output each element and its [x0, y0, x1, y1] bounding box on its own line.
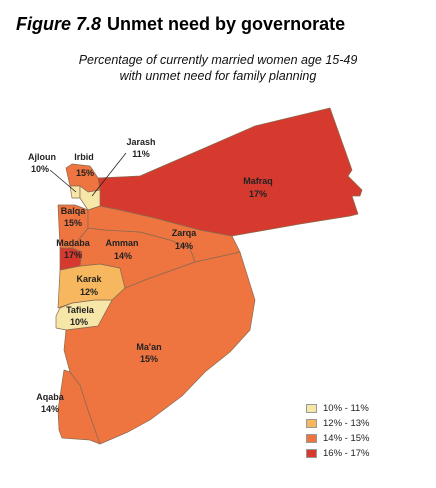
- label-tafiela-value: 10%: [70, 317, 88, 327]
- legend-label: 12% - 13%: [323, 418, 370, 429]
- label-jarash-value: 11%: [132, 149, 150, 159]
- region-mafraq: [97, 107, 363, 237]
- label-ajloun-name: Ajloun: [28, 152, 56, 162]
- label-karak-name: Karak: [76, 274, 102, 284]
- label-irbid-value: 15%: [76, 168, 94, 178]
- label-maan-value: 15%: [140, 354, 158, 364]
- legend-item-14-15: 14% - 15%: [306, 431, 369, 446]
- map-legend: 10% - 11% 12% - 13% 14% - 15% 16% - 17%: [306, 401, 369, 461]
- label-zarqa-value: 14%: [175, 241, 193, 251]
- jarash-leader-line: [91, 152, 127, 197]
- label-mafraq-name: Mafraq: [243, 176, 273, 186]
- label-aqaba-name: Aqaba: [36, 392, 65, 402]
- figure-number: Figure 7.8: [16, 14, 102, 34]
- label-mafraq-value: 17%: [249, 189, 267, 199]
- figure-title-text: Unmet need by governorate: [107, 14, 346, 34]
- legend-item-12-13: 12% - 13%: [306, 416, 369, 431]
- label-amman-name: Amman: [105, 238, 138, 248]
- legend-item-16-17: 16% - 17%: [306, 446, 369, 461]
- label-balqa-value: 15%: [64, 218, 82, 228]
- label-jarash-name: Jarash: [126, 137, 155, 147]
- label-maan-name: Ma'an: [136, 342, 161, 352]
- ajloun-leader-line: [49, 169, 77, 193]
- legend-swatch: [306, 449, 317, 458]
- label-ajloun-value: 10%: [31, 164, 49, 174]
- legend-swatch: [306, 404, 317, 413]
- legend-swatch: [306, 434, 317, 443]
- legend-item-10-11: 10% - 11%: [306, 401, 369, 416]
- label-amman-value: 14%: [114, 251, 132, 261]
- label-aqaba-value: 14%: [41, 404, 59, 414]
- legend-swatch: [306, 419, 317, 428]
- legend-label: 10% - 11%: [323, 403, 369, 414]
- label-balqa-name: Balqa: [61, 206, 87, 216]
- label-karak-value: 12%: [80, 287, 98, 297]
- subtitle-line-2: with unmet need for family planning: [119, 69, 317, 83]
- label-madaba-name: Madaba: [56, 238, 91, 248]
- label-zarqa-name: Zarqa: [172, 228, 198, 238]
- label-tafiela-name: Tafiela: [66, 305, 95, 315]
- figure-title: Figure 7.8 Unmet need by governorate: [16, 14, 345, 35]
- subtitle-line-1: Percentage of currently married women ag…: [78, 53, 358, 67]
- label-madaba-value: 17%: [64, 250, 82, 260]
- legend-label: 14% - 15%: [323, 433, 370, 444]
- legend-label: 16% - 17%: [323, 448, 370, 459]
- label-irbid-name: Irbid: [74, 152, 94, 162]
